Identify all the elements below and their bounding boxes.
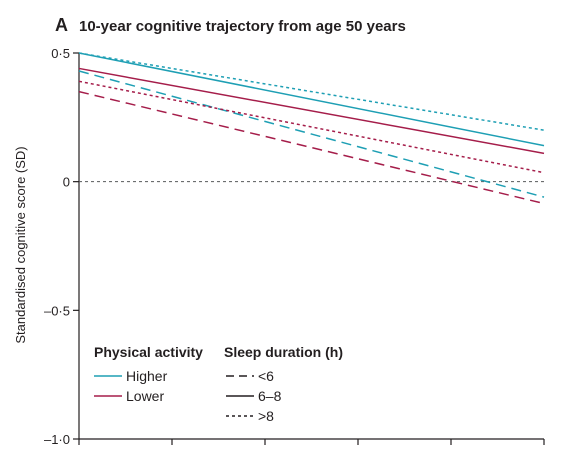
y-ticks: 0·5 0 –0·5 –1·0 xyxy=(44,46,79,447)
y-tick-label: 0·5 xyxy=(51,46,70,61)
y-axis-label: Standardised cognitive score (SD) xyxy=(13,146,28,343)
series-line-lower-long-sleep xyxy=(78,80,545,174)
legend-label-sleep-long: >8 xyxy=(258,408,274,424)
series-lines xyxy=(78,52,545,205)
legend-sleep-heading: Sleep duration (h) xyxy=(224,344,343,360)
series-line-lower-normal-sleep xyxy=(78,67,545,155)
legend-label-sleep-normal: 6–8 xyxy=(258,388,282,404)
legend-label-lower: Lower xyxy=(126,388,164,404)
y-tick-label: 0 xyxy=(63,175,70,190)
legend-activity-heading: Physical activity xyxy=(94,344,203,360)
y-tick-label: –0·5 xyxy=(44,303,70,318)
panel-letter: A xyxy=(55,15,68,35)
legend-label-sleep-short: <6 xyxy=(258,368,274,384)
legend: Physical activity Sleep duration (h) Hig… xyxy=(94,344,343,424)
series-line-higher-short-sleep xyxy=(78,70,545,198)
x-ticks xyxy=(78,439,545,445)
y-tick-label: –1·0 xyxy=(44,432,70,447)
legend-label-higher: Higher xyxy=(126,368,168,384)
series-line-lower-short-sleep xyxy=(78,90,545,205)
chart-title: 10-year cognitive trajectory from age 50… xyxy=(79,18,406,35)
series-line-higher-normal-sleep xyxy=(78,52,545,147)
series-line-higher-long-sleep xyxy=(78,52,545,131)
